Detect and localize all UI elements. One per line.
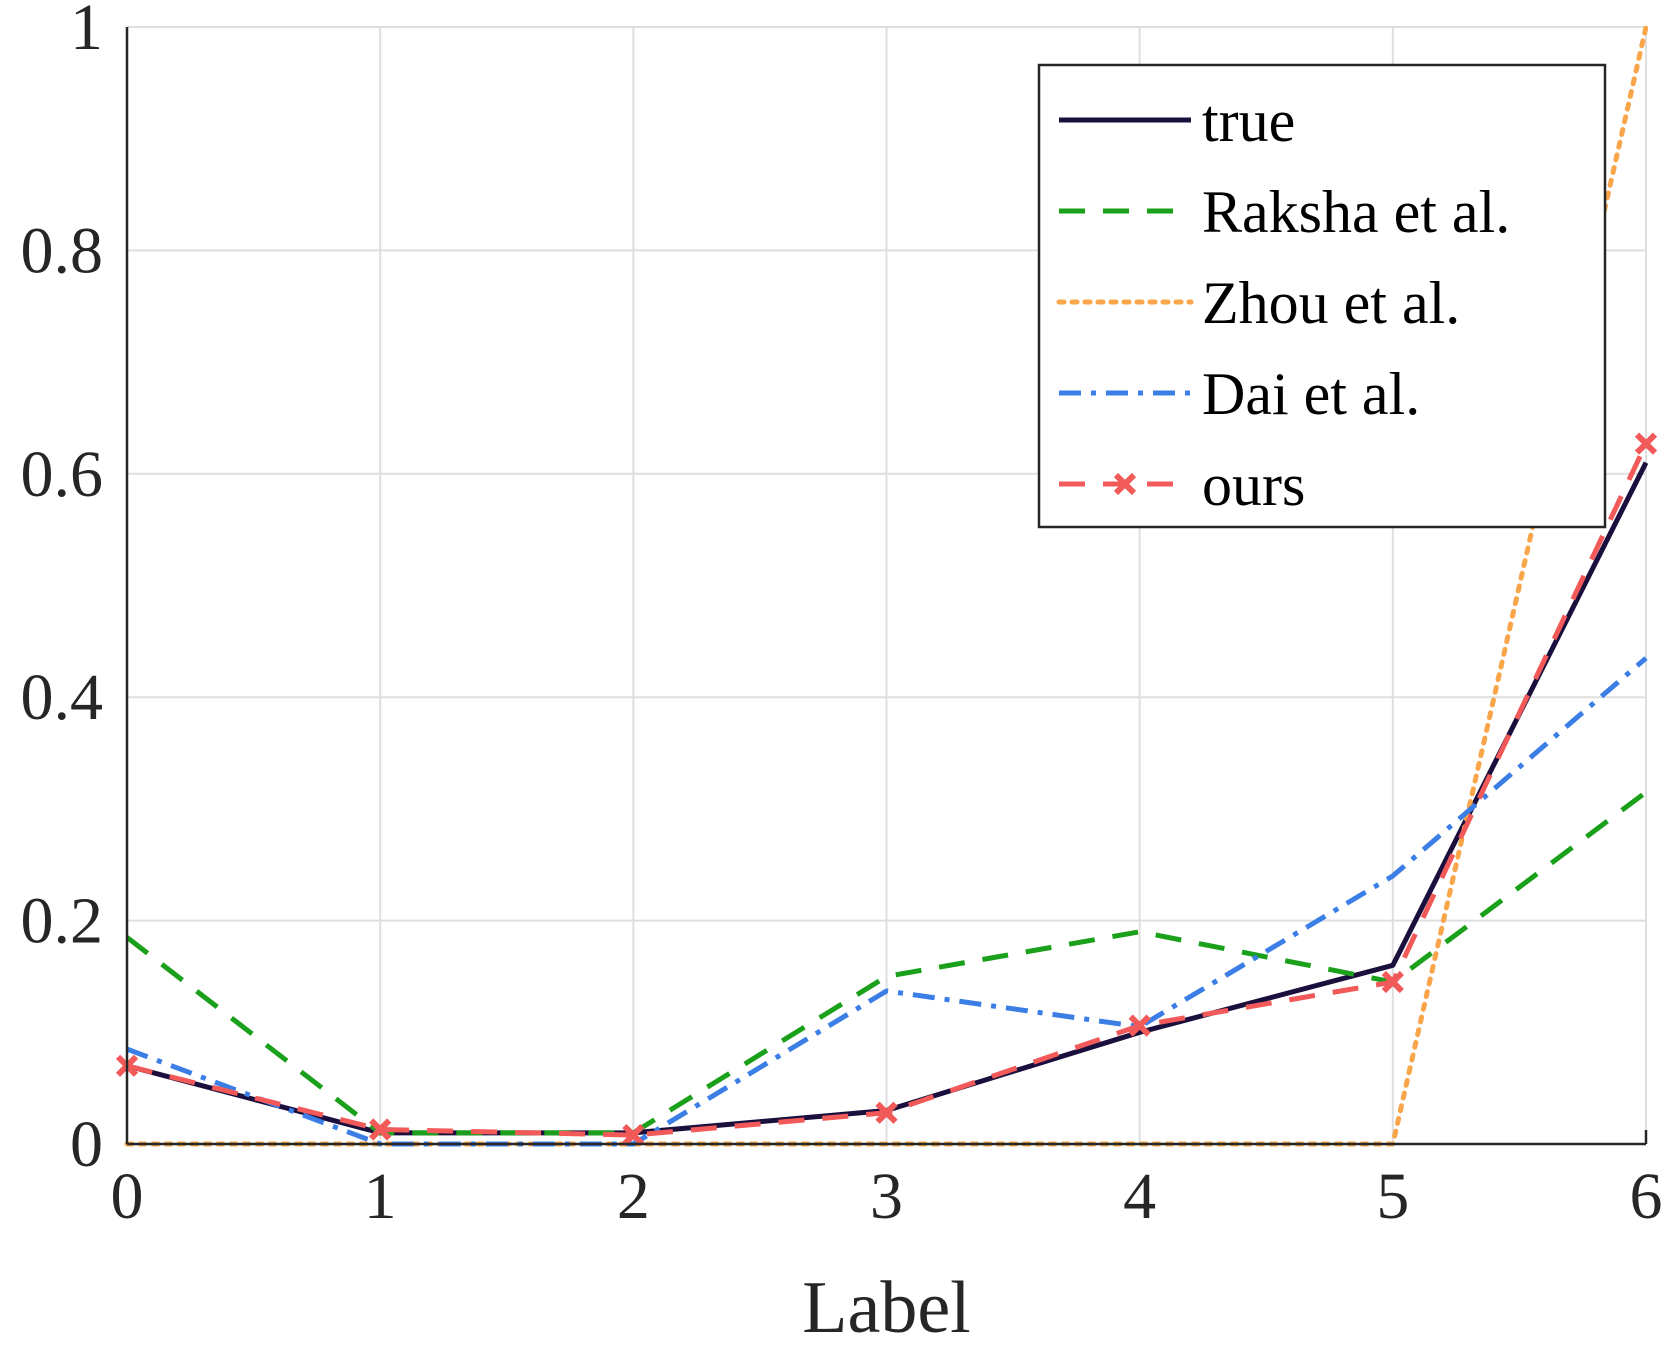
series-marker-ours [622, 1123, 645, 1147]
series-marker-ours [1381, 970, 1404, 994]
legend-label: Raksha et al. [1202, 179, 1510, 245]
x-tick-label: 1 [364, 1160, 397, 1233]
legend-label: Zhou et al. [1202, 270, 1460, 336]
legend-label: ours [1202, 452, 1305, 518]
tick-labels: 0 1 2 3 4 5 6 0 0.2 0.4 0.6 0.8 1 [21, 0, 1661, 1233]
legend-label: Dai et al. [1202, 361, 1420, 427]
series-marker-ours [369, 1118, 392, 1141]
marker-stroke [875, 1101, 898, 1124]
marker-stroke [1634, 432, 1658, 455]
axes [125, 27, 1648, 1146]
y-tick-label: 0.6 [21, 438, 104, 511]
series-marker-ours [1634, 432, 1658, 455]
legend: true Raksha et al. Zhou et al. Dai et al. ou… [1037, 63, 1607, 529]
y-tick-label: 0.4 [21, 661, 104, 734]
x-tick-label: 3 [870, 1160, 903, 1233]
x-axis-label: Label [802, 1267, 970, 1349]
x-tick-label: 6 [1630, 1160, 1661, 1233]
series-marker-ours [875, 1101, 898, 1124]
legend-label: true [1202, 88, 1295, 154]
y-tick-label: 0 [70, 1108, 103, 1181]
y-tick-label: 0.2 [21, 885, 104, 958]
legend-marker [1113, 472, 1137, 496]
x-tick-label: 2 [617, 1160, 650, 1233]
marker-stroke [1128, 1014, 1151, 1037]
x-tick-label: 5 [1376, 1160, 1409, 1233]
y-tick-label: 1 [70, 0, 103, 64]
legend-box [1037, 63, 1607, 529]
series-marker-ours [1128, 1014, 1151, 1037]
marker-stroke [622, 1123, 645, 1147]
x-tick-label: 0 [111, 1160, 144, 1233]
y-tick-label: 0.8 [21, 214, 104, 287]
marker-stroke [369, 1118, 392, 1141]
x-tick-label: 4 [1123, 1160, 1156, 1233]
marker-stroke [1381, 970, 1404, 994]
